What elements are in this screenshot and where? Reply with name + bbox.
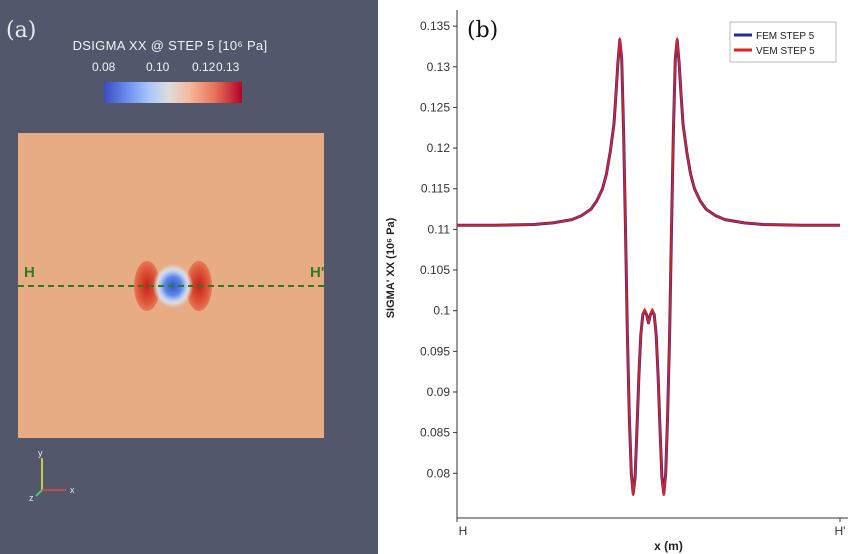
x-axis-ticks: H H': [456, 518, 846, 538]
line-chart: 0.08 0.085 0.09 0.095 0.1 0.105 0.11 0.115 0.12 0…: [385, 10, 848, 553]
y-axis-label: SIGMA' XX (10⁶ Pa): [385, 217, 397, 318]
y-tick-label: 0.09: [427, 385, 451, 399]
panel-label-b: (b): [467, 18, 499, 43]
x-tick-label: H': [835, 524, 846, 538]
axes-triad-icon: y x z: [29, 448, 75, 502]
y-axis-ticks: 0.08 0.085 0.09 0.095 0.1 0.105 0.11 0.115 0.12 0…: [420, 19, 457, 480]
colorbar: [104, 82, 242, 103]
legend-label: FEM STEP 5: [756, 31, 815, 42]
y-tick-label: 0.105: [420, 263, 450, 277]
triad-x-label: x: [70, 485, 75, 495]
line-chart-panel: 0.08 0.085 0.09 0.095 0.1 0.105 0.11 0.115 0.12 0…: [378, 0, 858, 554]
y-tick-label: 0.08: [427, 466, 451, 480]
y-tick-label: 0.095: [420, 344, 450, 358]
triad-y-label: y: [38, 448, 43, 458]
x-axis-label: x (m): [654, 539, 683, 553]
colorbar-tick: 0.13: [216, 60, 240, 74]
series-line-fem: [457, 38, 840, 496]
triad-z-label: z: [29, 493, 34, 502]
panel-label-a: (a): [6, 18, 37, 43]
y-tick-label: 0.115: [421, 182, 450, 196]
section-label-start: H: [24, 264, 35, 281]
y-tick-label: 0.11: [428, 222, 451, 236]
section-line-h: [18, 285, 324, 287]
contour-panel: (a) DSIGMA XX @ STEP 5 [10⁶ Pa] 0.08 0.1…: [0, 0, 378, 554]
colorbar-tick: 0.12: [192, 60, 216, 74]
y-tick-label: 0.125: [420, 100, 450, 114]
section-label-end: H': [310, 264, 325, 281]
series-line-vem: [457, 37, 840, 497]
legend-label: VEM STEP 5: [756, 46, 815, 57]
y-tick-label: 0.12: [427, 141, 451, 155]
y-tick-label: 0.1: [433, 304, 450, 318]
colorbar-title: DSIGMA XX @ STEP 5 [10⁶ Pa]: [72, 38, 268, 53]
colorbar-tick: 0.10: [146, 60, 170, 74]
y-tick-label: 0.085: [420, 426, 450, 440]
colorbar-tick: 0.08: [92, 60, 116, 74]
series-group: [457, 37, 840, 497]
y-tick-label: 0.13: [427, 60, 451, 74]
y-tick-label: 0.135: [420, 19, 450, 33]
chart-legend: FEM STEP 5 VEM STEP 5: [729, 21, 837, 63]
legend-box: [729, 21, 837, 63]
x-tick-label: H: [459, 524, 468, 538]
model-domain: [18, 133, 324, 438]
